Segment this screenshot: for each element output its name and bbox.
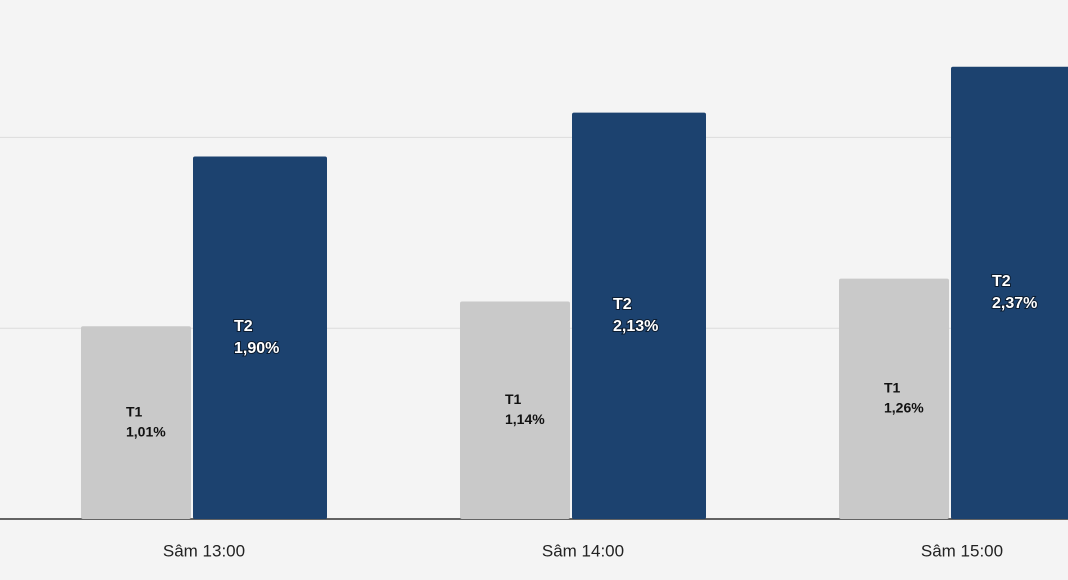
series-label: T1 <box>505 391 522 407</box>
x-tick-label: Sâm 13:00 <box>163 541 245 560</box>
bar <box>572 112 706 519</box>
x-tick-label: Sâm 15:00 <box>921 541 1003 560</box>
value-label: 1,26% <box>884 399 924 415</box>
x-tick-label: Sâm 14:00 <box>542 541 624 560</box>
bar <box>460 301 570 519</box>
value-label: 1,14% <box>505 411 545 427</box>
value-label: 1,01% <box>126 423 166 439</box>
bar <box>951 66 1068 519</box>
series-label: T1 <box>884 379 901 395</box>
series-label: T2 <box>613 296 632 313</box>
series-label: T2 <box>234 318 253 335</box>
series-label: T2 <box>992 273 1011 290</box>
series-label: T1 <box>126 403 143 419</box>
value-label: 2,13% <box>613 318 658 335</box>
value-label: 2,37% <box>992 295 1037 312</box>
bar <box>193 156 327 519</box>
bar <box>81 326 191 519</box>
bar <box>839 278 949 519</box>
value-label: 1,90% <box>234 340 279 357</box>
